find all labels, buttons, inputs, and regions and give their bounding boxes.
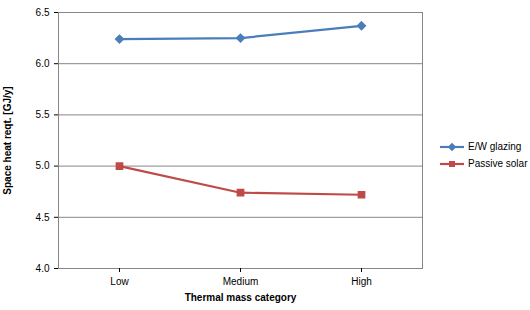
svg-text:5.5: 5.5 xyxy=(36,109,50,120)
svg-text:4.0: 4.0 xyxy=(36,263,50,274)
svg-text:High: High xyxy=(351,276,372,287)
svg-text:6.0: 6.0 xyxy=(36,58,50,69)
svg-text:Medium: Medium xyxy=(223,276,259,287)
svg-text:6.5: 6.5 xyxy=(36,7,50,18)
svg-text:Space heat reqt. [GJ/y]: Space heat reqt. [GJ/y] xyxy=(2,86,13,194)
svg-text:Thermal mass category: Thermal mass category xyxy=(185,292,297,303)
html-text:E/W glazing: E/W glazing xyxy=(468,141,522,152)
html-text:Passive solar: Passive solar xyxy=(468,158,528,169)
svg-text:4.5: 4.5 xyxy=(36,212,50,223)
svg-text:Low: Low xyxy=(110,276,129,287)
svg-text:5.0: 5.0 xyxy=(36,160,50,171)
